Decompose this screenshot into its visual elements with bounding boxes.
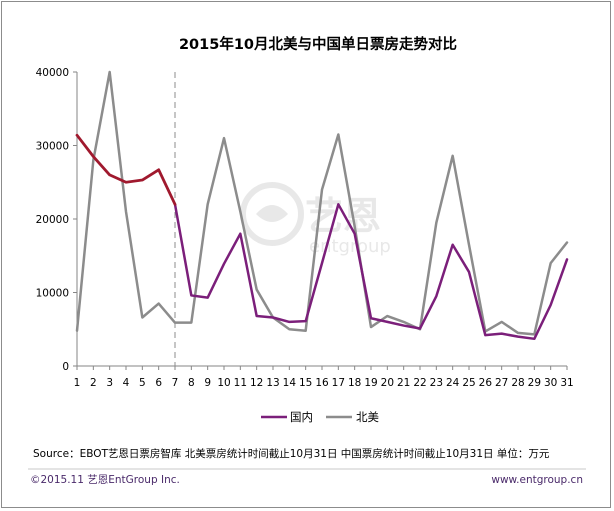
x-tick-label: 12: [250, 377, 263, 389]
x-tick-label: 21: [397, 377, 410, 389]
x-tick-label: 19: [364, 377, 377, 389]
x-tick-label: 18: [348, 377, 361, 389]
x-tick-label: 2: [90, 377, 97, 389]
x-tick-label: 27: [495, 377, 508, 389]
x-tick-label: 23: [430, 377, 443, 389]
y-tick-label: 20000: [36, 214, 69, 226]
y-tick-label: 10000: [36, 288, 69, 300]
x-tick-label: 9: [204, 377, 211, 389]
y-tick-label: 30000: [36, 141, 69, 153]
source-note: Source：EBOT艺恩日票房智库 北美票房统计时间截止10月31日 中国票房…: [33, 447, 550, 460]
watermark-logo-circle: [240, 182, 304, 246]
watermark-logo-swirl: [256, 205, 288, 222]
x-tick-label: 22: [413, 377, 426, 389]
x-tick-label: 29: [528, 377, 541, 389]
series-line-domestic: [173, 203, 569, 341]
x-tick-label: 25: [462, 377, 475, 389]
x-tick-label: 6: [155, 377, 162, 389]
x-tick-label: 17: [332, 377, 345, 389]
legend: 国内 北美: [261, 410, 379, 424]
x-tick-label: 4: [123, 377, 130, 389]
x-tick-label: 1: [74, 377, 81, 389]
chart-title: 2015年10月北美与中国单日票房走势对比: [179, 35, 457, 53]
x-tick-label: 16: [315, 377, 329, 389]
y-tick-label: 40000: [36, 67, 69, 79]
x-tick-label: 8: [188, 377, 195, 389]
x-tick-label: 26: [479, 377, 493, 389]
x-tick-label: 13: [266, 377, 279, 389]
x-tick-label: 28: [511, 377, 524, 389]
legend-label-domestic: 国内: [290, 410, 313, 424]
x-tick-label: 31: [560, 377, 573, 389]
watermark-brand-en: entgroup: [309, 236, 391, 257]
x-tick-label: 11: [234, 377, 247, 389]
x-tick-label: 15: [299, 377, 312, 389]
x-tick-label: 30: [544, 377, 557, 389]
x-tick-label: 7: [172, 377, 179, 389]
footer-website: www.entgroup.cn: [491, 474, 583, 486]
watermark-logo: 艺恩 entgroup: [240, 182, 391, 257]
x-tick-label: 24: [446, 377, 460, 389]
plot-lines: [75, 70, 569, 341]
x-tick-label: 14: [283, 377, 297, 389]
x-tick-label: 10: [217, 377, 230, 389]
footer-copyright: ©2015.11 艺恩EntGroup Inc.: [30, 474, 180, 486]
legend-label-north-america: 北美: [356, 410, 379, 424]
x-tick-label: 3: [106, 377, 113, 389]
series-line-domestic-highlight: [75, 133, 177, 206]
x-tick-label: 20: [381, 377, 394, 389]
x-tick-label: 5: [139, 377, 146, 389]
y-tick-label: 0: [62, 361, 69, 373]
